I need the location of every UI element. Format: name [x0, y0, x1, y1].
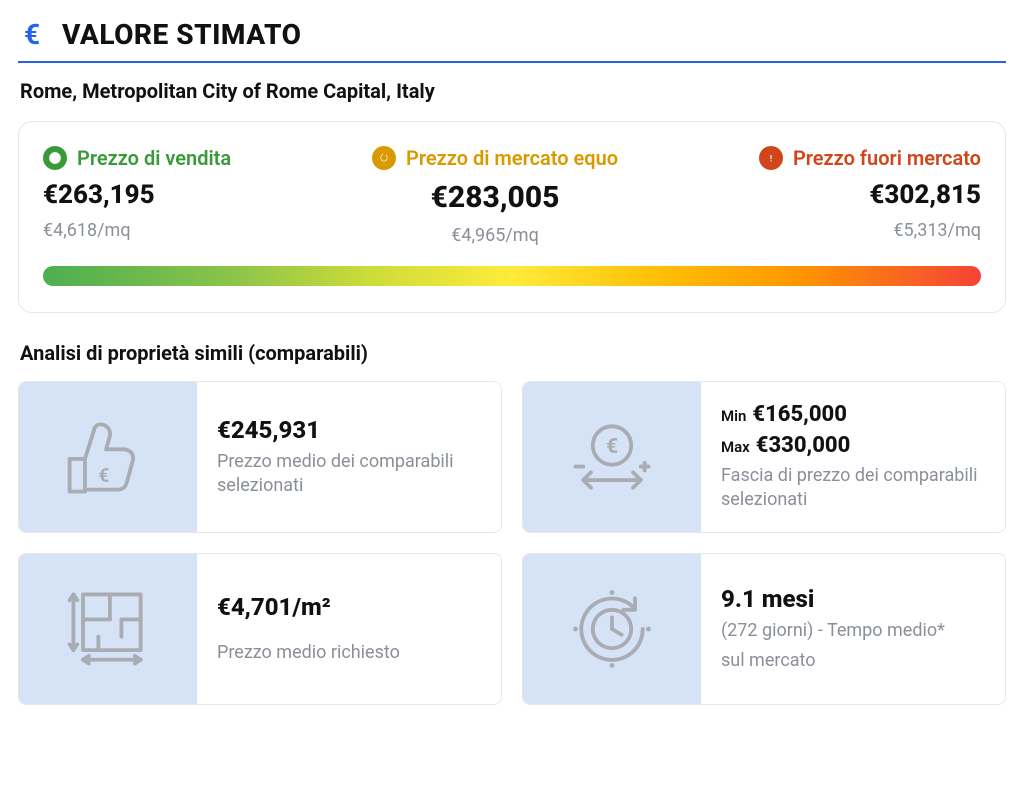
- thumb-euro-icon: €: [19, 382, 197, 532]
- tile-time-content: 9.1 mesi (272 giorni) - Tempo medio* sul…: [701, 554, 965, 704]
- clock-arrow-icon: [523, 554, 701, 704]
- range-min-value: €165,000: [752, 402, 846, 427]
- per-sqm-value: €4,701/m²: [217, 593, 400, 621]
- location-subtitle: Rome, Metropolitan City of Rome Capital,…: [20, 79, 1004, 103]
- page-header: € VALORE STIMATO: [18, 18, 1006, 63]
- out-price-per-sqm: €5,313/mq: [893, 220, 981, 241]
- price-col-out: Prezzo fuori mercato €302,815 €5,313/mq: [759, 146, 981, 246]
- range-desc: Fascia di prezzo dei comparabili selezio…: [721, 464, 985, 513]
- tile-price-range: € Min €165,000 Max €330,000: [522, 381, 1006, 533]
- clock-icon: [43, 146, 67, 170]
- avg-price-desc: Prezzo medio dei comparabili selezionati: [217, 450, 481, 499]
- valuation-page: € VALORE STIMATO Rome, Metropolitan City…: [0, 0, 1024, 800]
- time-sub-1: (272 giorni) - Tempo medio*: [721, 619, 945, 643]
- fair-price-label: Prezzo di mercato equo: [372, 146, 618, 170]
- per-sqm-desc: Prezzo medio richiesto: [217, 641, 400, 665]
- avg-price-value: €245,931: [217, 416, 481, 444]
- alert-icon: [759, 146, 783, 170]
- tile-avg-price: € €245,931 Prezzo medio dei comparabili …: [18, 381, 502, 533]
- range-euro-icon: €: [523, 382, 701, 532]
- analysis-grid: € €245,931 Prezzo medio dei comparabili …: [18, 381, 1006, 705]
- sale-price-label: Prezzo di vendita: [43, 146, 231, 170]
- range-max-value: €330,000: [756, 433, 850, 458]
- range-min-label: Min: [721, 407, 746, 425]
- floorplan-icon: [19, 554, 197, 704]
- svg-text:€: €: [98, 464, 109, 487]
- sale-price-label-text: Prezzo di vendita: [77, 146, 231, 170]
- price-gradient-bar: [43, 266, 981, 286]
- tile-time-on-market: 9.1 mesi (272 giorni) - Tempo medio* sul…: [522, 553, 1006, 705]
- fair-price-per-sqm: €4,965/mq: [451, 225, 539, 246]
- range-max-label: Max: [721, 438, 750, 456]
- out-price-amount: €302,815: [869, 180, 981, 210]
- sale-price-per-sqm: €4,618/mq: [43, 220, 131, 241]
- tile-per-sqm: €4,701/m² Prezzo medio richiesto: [18, 553, 502, 705]
- page-title: VALORE STIMATO: [62, 18, 301, 51]
- price-estimate-card: Prezzo di vendita €263,195 €4,618/mq Pre…: [18, 121, 1006, 313]
- range-max-line: Max €330,000: [721, 433, 985, 458]
- analysis-section-title: Analisi di proprietà simili (comparabili…: [20, 341, 1004, 365]
- price-col-fair: Prezzo di mercato equo €283,005 €4,965/m…: [372, 146, 618, 246]
- time-sub-2: sul mercato: [721, 649, 945, 673]
- range-min-line: Min €165,000: [721, 402, 985, 427]
- fair-price-label-text: Prezzo di mercato equo: [406, 146, 618, 170]
- price-row: Prezzo di vendita €263,195 €4,618/mq Pre…: [43, 146, 981, 246]
- out-price-label: Prezzo fuori mercato: [759, 146, 981, 170]
- tile-avg-price-content: €245,931 Prezzo medio dei comparabili se…: [197, 382, 501, 532]
- flame-icon: [372, 146, 396, 170]
- svg-text:€: €: [606, 434, 618, 459]
- time-value: 9.1 mesi: [721, 585, 945, 613]
- out-price-label-text: Prezzo fuori mercato: [793, 146, 981, 170]
- sale-price-amount: €263,195: [43, 180, 155, 210]
- tile-price-range-content: Min €165,000 Max €330,000 Fascia di prez…: [701, 382, 1005, 532]
- price-col-sale: Prezzo di vendita €263,195 €4,618/mq: [43, 146, 231, 246]
- euro-icon: €: [18, 21, 46, 49]
- tile-per-sqm-content: €4,701/m² Prezzo medio richiesto: [197, 554, 420, 704]
- fair-price-amount: €283,005: [431, 180, 560, 215]
